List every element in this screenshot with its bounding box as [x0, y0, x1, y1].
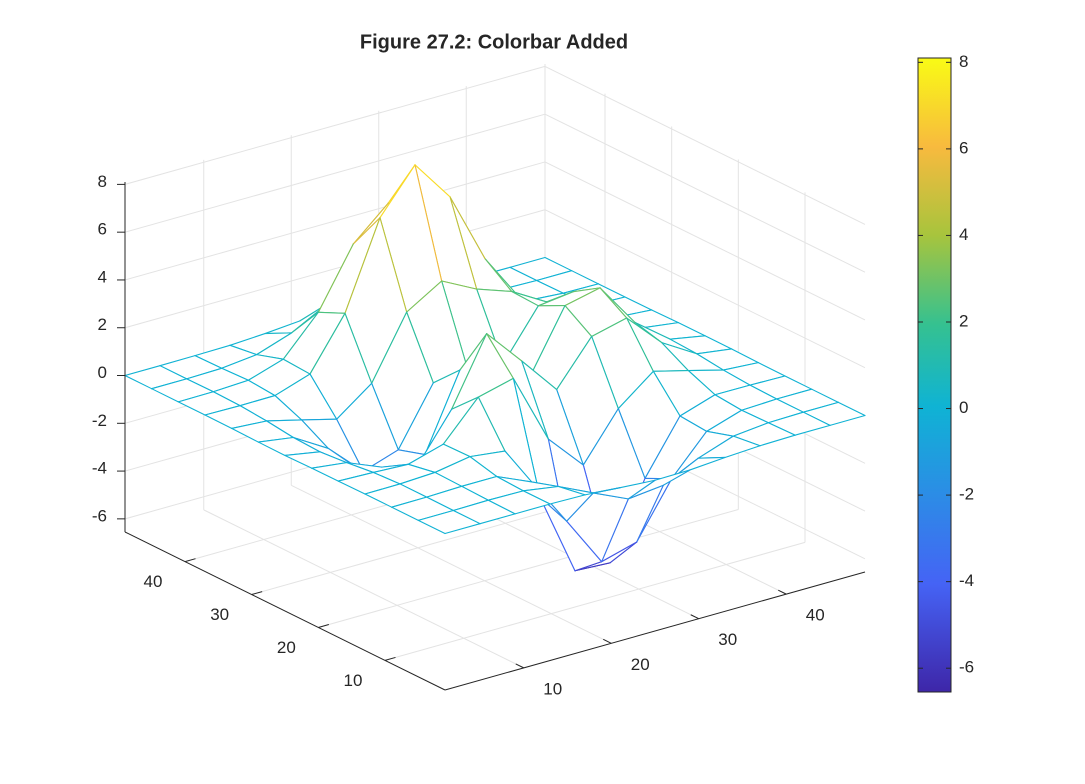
colorbar-tick-label: 0: [959, 398, 968, 417]
colorbar-tick-label: -2: [959, 485, 974, 504]
y-tick-label: 20: [277, 638, 296, 657]
mesh-edge: [688, 370, 723, 371]
mesh-edge: [302, 419, 337, 420]
x-tick: [691, 615, 699, 619]
mesh-edge: [653, 371, 688, 372]
y-tick-label: 30: [210, 605, 229, 624]
grid-line: [125, 114, 545, 232]
x-tick-label: 30: [718, 630, 737, 649]
y-tick-label: 40: [144, 572, 163, 591]
x-tick: [603, 639, 611, 643]
mesh-edge: [265, 333, 292, 334]
x-tick-label: 40: [806, 606, 825, 625]
x-tick: [516, 664, 524, 668]
colorbar-tick-label: 6: [959, 138, 968, 157]
x-axis: [445, 572, 865, 690]
z-tick-label: 0: [98, 363, 107, 382]
grid-line: [318, 509, 738, 627]
colorbar-tick-label: 2: [959, 311, 968, 330]
grid-line: [545, 114, 865, 272]
colorbar: -6 -4 -2 0 2 4 6 8: [918, 52, 974, 692]
mesh-edge: [698, 457, 725, 458]
grid-line: [204, 510, 524, 668]
z-tick-label: 2: [98, 315, 107, 334]
z-tick-label: -2: [92, 411, 107, 430]
mesh: [125, 165, 865, 571]
colorbar-tick-label: -4: [959, 571, 974, 590]
y-tick: [318, 625, 329, 628]
y-tick: [385, 657, 396, 660]
colorbar-tick-label: -6: [959, 658, 974, 677]
y-tick: [185, 559, 196, 562]
grid-line: [545, 66, 865, 224]
y-axis: [125, 532, 445, 690]
z-tick-label: -4: [92, 459, 107, 478]
z-tick-label: 4: [98, 267, 107, 286]
y-tick-label: 10: [344, 671, 363, 690]
colorbar-bar: [918, 58, 951, 692]
z-tick-label: 8: [98, 172, 107, 191]
colorbar-tick-label: 4: [959, 225, 968, 244]
z-tick-label: 6: [98, 220, 107, 239]
x-tick-label: 20: [631, 655, 650, 674]
y-tick: [252, 592, 262, 595]
z-tick-label: -6: [92, 506, 107, 525]
chart-title: Figure 27.2: Colorbar Added: [360, 31, 628, 53]
colorbar-tick-label: 8: [959, 52, 968, 71]
x-tick-label: 10: [543, 679, 562, 698]
x-tick: [778, 590, 786, 594]
grid-line: [125, 66, 545, 184]
